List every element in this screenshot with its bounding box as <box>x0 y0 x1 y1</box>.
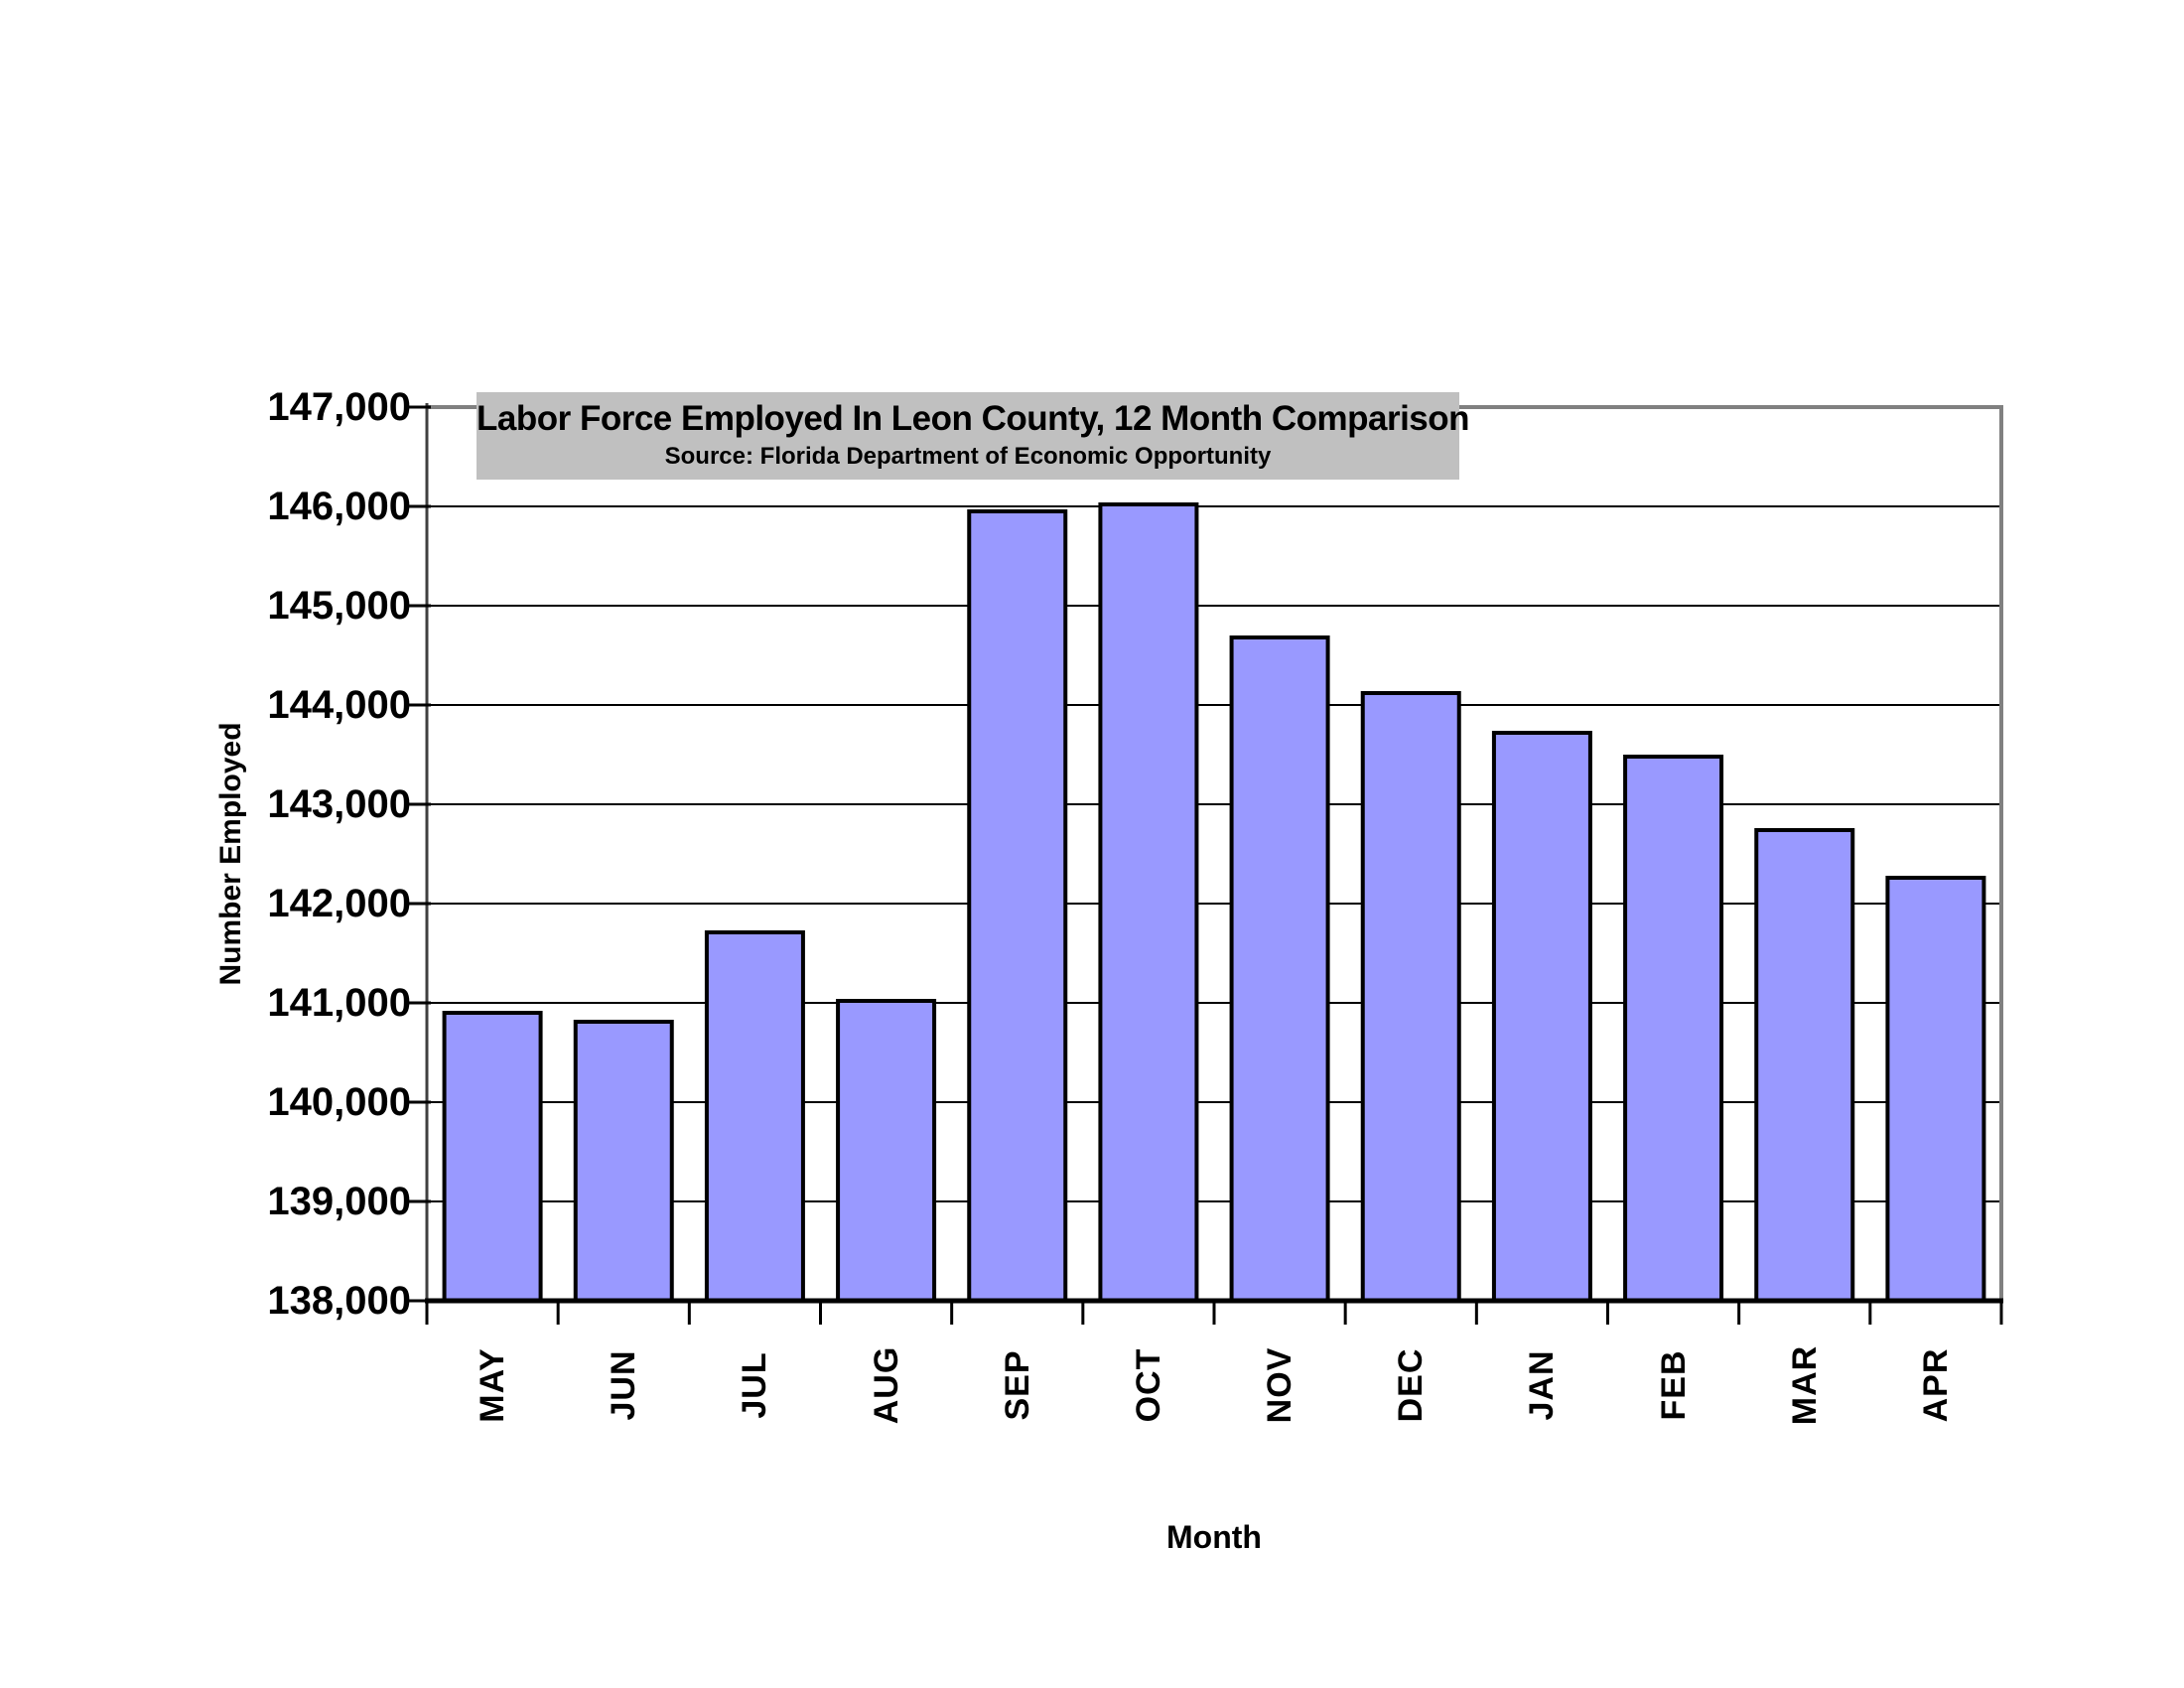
x-category-label: FEB <box>1654 1349 1693 1421</box>
bar-may <box>442 1011 543 1303</box>
bar-sep <box>967 509 1068 1303</box>
bar-dec <box>1360 691 1461 1303</box>
bar-jun <box>573 1020 674 1303</box>
y-tick-label: 145,000 <box>267 584 411 628</box>
y-tick-label: 139,000 <box>267 1180 411 1223</box>
x-category-label: JUN <box>605 1349 643 1421</box>
y-tick-label: 144,000 <box>267 683 411 727</box>
bar-oct <box>1098 502 1199 1303</box>
bar-mar <box>1754 828 1855 1303</box>
x-category-label: SEP <box>998 1349 1036 1421</box>
bar-apr <box>1885 876 1986 1303</box>
x-category-label: APR <box>1916 1347 1955 1423</box>
x-category-label: OCT <box>1129 1347 1167 1423</box>
x-category-label: DEC <box>1392 1347 1431 1423</box>
y-tick-label: 138,000 <box>267 1279 411 1323</box>
y-tick-label: 142,000 <box>267 882 411 925</box>
x-axis-title: Month <box>1166 1519 1262 1555</box>
chart-title: Labor Force Employed In Leon County, 12 … <box>477 399 1470 438</box>
y-tick-label: 141,000 <box>267 981 411 1025</box>
x-category-label: JAN <box>1523 1349 1562 1421</box>
x-category-label: AUG <box>867 1345 905 1425</box>
bar-nov <box>1229 635 1330 1303</box>
chart-title-box: Labor Force Employed In Leon County, 12 … <box>477 392 1470 480</box>
x-category-label: MAY <box>474 1347 512 1423</box>
x-category-label: MAR <box>1785 1344 1824 1426</box>
y-tick-label: 146,000 <box>267 485 411 528</box>
bar-jan <box>1491 731 1592 1303</box>
bar-jul <box>704 930 805 1303</box>
bar-feb <box>1623 755 1724 1303</box>
x-category-label: JUL <box>736 1351 774 1419</box>
chart-subtitle: Source: Florida Department of Economic O… <box>664 443 1272 470</box>
x-category-label: NOV <box>1261 1346 1299 1424</box>
y-tick-label: 147,000 <box>267 385 411 429</box>
y-tick-label: 140,000 <box>267 1080 411 1124</box>
bar-aug <box>836 999 937 1303</box>
y-tick-label: 143,000 <box>267 782 411 826</box>
